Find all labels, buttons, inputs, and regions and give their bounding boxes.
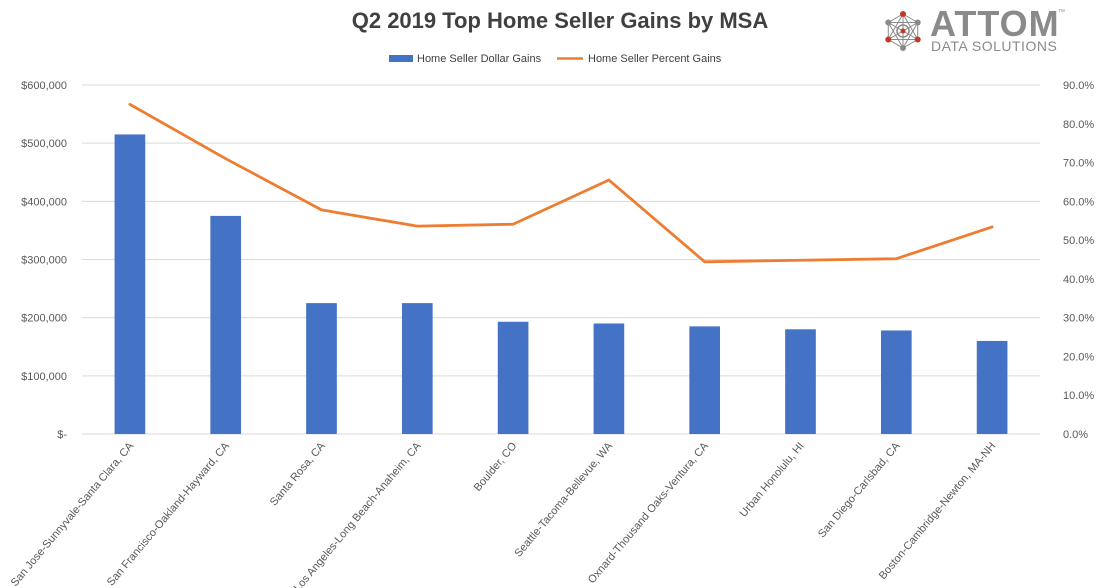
bar: [306, 303, 337, 434]
line-point: [128, 103, 132, 106]
right-tick-label: 10.0%: [1063, 390, 1094, 402]
logo-center-dot: [900, 28, 906, 34]
bar: [593, 323, 625, 434]
line-point: [607, 178, 611, 182]
logo-trademark: ™: [1058, 9, 1065, 16]
right-axis: 0.0% 10.0% 20.0% 30.0% 40.0% 50.0% 60.0% 70.0% 8…: [1063, 80, 1094, 441]
logo-center-ring: [896, 24, 910, 38]
legend-label-dollar-gains: Home Seller Dollar Gains: [417, 53, 542, 65]
left-tick-label: $600,000: [21, 80, 67, 92]
logo-node: [914, 19, 921, 26]
right-tick-label: 60.0%: [1063, 196, 1094, 208]
right-tick-label: 20.0%: [1063, 351, 1094, 363]
bar: [880, 330, 912, 434]
right-tick-label: 70.0%: [1063, 158, 1094, 170]
category-label: Boston-Cambridge-Newton, MA-NH: [877, 440, 999, 582]
line-point: [320, 208, 323, 212]
legend-label-percent-gains: Home Seller Percent Gains: [588, 53, 722, 65]
legend: Home Seller Dollar Gains Home Seller Per…: [389, 53, 722, 65]
bar: [497, 321, 529, 434]
line-point: [416, 224, 419, 228]
right-tick-label: 90.0%: [1063, 80, 1094, 92]
logo-node: [885, 36, 892, 43]
line-point: [224, 157, 227, 160]
left-tick-label: $400,000: [21, 196, 67, 208]
left-axis: $- $100,000 $200,000 $300,000 $400,000 $500,0…: [21, 80, 67, 441]
logo-node: [914, 36, 921, 43]
chart-title: Q2 2019 Top Home Seller Gains by MSA: [352, 8, 769, 33]
bar: [689, 326, 721, 434]
left-tick-label: $-: [57, 429, 67, 441]
bar: [114, 134, 146, 435]
logo-node: [885, 19, 892, 26]
line-series-group: [128, 102, 994, 264]
category-label: San Diego-Carlsbad, CA: [816, 440, 903, 540]
logo-tagline: DATA SOLUTIONS: [931, 38, 1057, 54]
logo-node: [900, 11, 906, 17]
bar: [785, 329, 816, 434]
left-tick-label: $200,000: [21, 313, 67, 325]
right-tick-label: 50.0%: [1063, 235, 1094, 247]
bar-series: [114, 134, 1008, 435]
right-tick-label: 80.0%: [1063, 119, 1094, 131]
line-point: [703, 260, 706, 264]
category-label: Seattle-Tacoma-Bellevue, WA: [512, 440, 615, 560]
right-tick-label: 0.0%: [1063, 429, 1088, 441]
logo-network-icon: [885, 11, 921, 51]
bar: [401, 303, 433, 434]
category-label: Boulder, CO: [472, 440, 520, 494]
legend-swatch-dollar-gains: [389, 55, 413, 62]
left-tick-label: $500,000: [21, 138, 67, 150]
logo-node: [900, 45, 906, 51]
attom-logo: ATTOM ™ DATA SOLUTIONS: [885, 3, 1065, 54]
right-tick-label: 30.0%: [1063, 313, 1094, 325]
category-label: Santa Rosa, CA: [268, 440, 328, 509]
line-point: [990, 225, 994, 229]
logo-link: [902, 22, 919, 49]
bar: [210, 215, 242, 434]
percent-gains-line: [128, 102, 994, 264]
logo-name: ATTOM: [930, 3, 1060, 44]
line-point: [799, 259, 802, 262]
line-point: [511, 223, 515, 226]
bar: [976, 340, 1008, 434]
category-label: Oxnard-Thousand Oaks-Ventura, CA: [586, 440, 712, 586]
right-tick-label: 40.0%: [1063, 274, 1094, 286]
left-tick-label: $300,000: [21, 255, 67, 267]
line-point: [895, 257, 898, 260]
category-label: Urban Honolulu, HI: [737, 440, 806, 519]
left-tick-label: $100,000: [21, 371, 67, 383]
